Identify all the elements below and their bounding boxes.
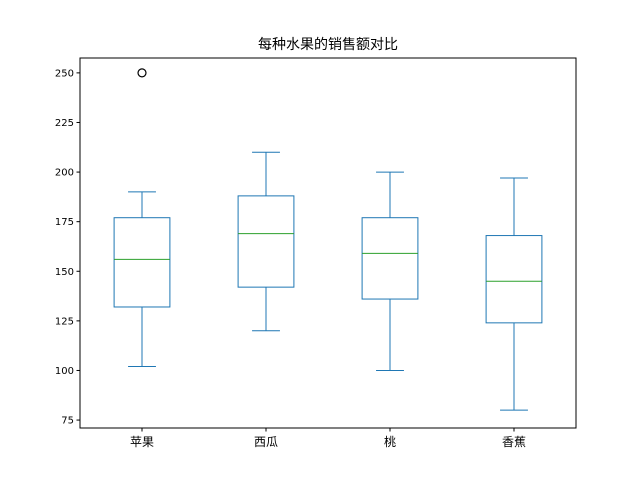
box-1	[113, 68, 171, 367]
box-4	[485, 177, 543, 411]
box-iqr	[485, 235, 543, 324]
y-tick-label: 225	[55, 118, 74, 129]
x-tick-label: 苹果	[130, 435, 154, 449]
x-tick-label: 桃	[384, 434, 396, 449]
x-axis: 苹果 西瓜 桃 香蕉	[130, 428, 526, 449]
outlier-point	[137, 68, 147, 78]
y-tick-label: 250	[55, 68, 74, 79]
box-2	[237, 151, 295, 332]
x-tick-label: 香蕉	[502, 435, 526, 449]
y-tick-label: 150	[55, 267, 74, 278]
y-tick-label: 200	[55, 168, 74, 179]
y-tick-label: 75	[61, 416, 74, 427]
box-iqr	[361, 217, 419, 300]
y-tick-label: 125	[55, 316, 74, 327]
box-3	[361, 171, 419, 371]
y-axis: 75 100 125 150 175 200 225 250	[55, 68, 80, 427]
x-tick-label: 西瓜	[254, 435, 278, 449]
box-iqr	[237, 195, 295, 288]
boxes-group	[113, 68, 543, 411]
y-tick-label: 175	[55, 217, 74, 228]
plot-area-frame	[79, 57, 577, 429]
y-tick-label: 100	[55, 366, 74, 377]
chart-title: 每种水果的销售额对比	[258, 37, 398, 53]
box-iqr	[113, 217, 171, 308]
